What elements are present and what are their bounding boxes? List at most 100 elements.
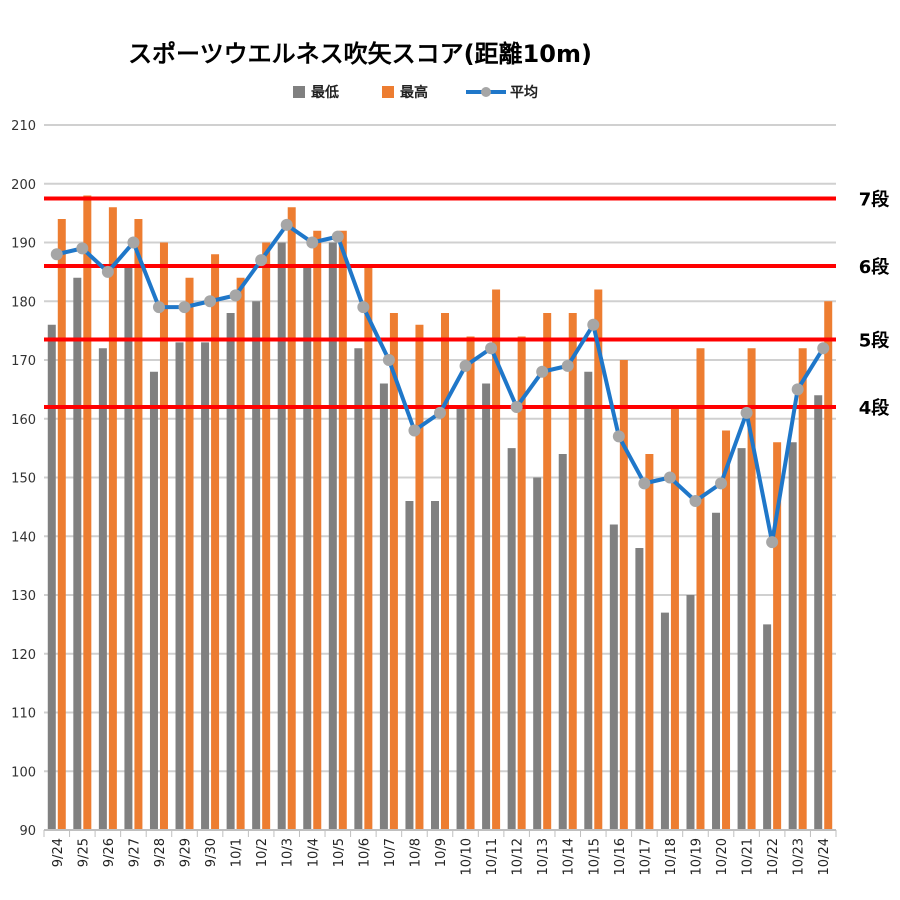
bar-min [431, 501, 439, 830]
x-tick-label: 10/5 [332, 838, 347, 867]
average-point [766, 536, 779, 549]
x-tick-label: 10/6 [357, 838, 372, 867]
y-tick-label: 160 [11, 413, 36, 428]
bar-max [696, 348, 705, 830]
average-point [612, 430, 625, 443]
bar-min [686, 595, 695, 830]
bar-min [303, 266, 312, 830]
bar-max [262, 242, 271, 830]
bar-min [660, 612, 669, 830]
x-tick-label: 9/25 [76, 838, 91, 867]
reference-line-label: 4段 [859, 397, 891, 419]
average-point [638, 477, 651, 490]
y-tick-label: 200 [11, 178, 36, 193]
x-tick-label: 10/1 [230, 838, 245, 867]
bar-min [558, 454, 567, 830]
average-point [689, 495, 702, 507]
x-tick-label: 10/23 [792, 838, 807, 875]
average-point [76, 242, 89, 255]
x-tick-label: 10/20 [715, 838, 730, 875]
average-point [663, 471, 676, 484]
bar-min [73, 277, 82, 830]
bar-max [798, 348, 807, 830]
x-tick-label: 10/22 [766, 838, 781, 875]
x-tick-label: 10/13 [536, 838, 551, 875]
bar-max [108, 207, 117, 830]
x-tick-label: 9/28 [153, 838, 168, 867]
bar-max [313, 230, 322, 830]
average-point [561, 359, 574, 372]
bar-max [568, 313, 577, 830]
bar-max [134, 219, 143, 830]
y-tick-label: 150 [11, 472, 36, 487]
bar-min [379, 383, 388, 830]
average-point [485, 342, 498, 355]
bar-max [619, 360, 628, 830]
legend-label-avg: 平均 [510, 84, 538, 101]
bar-min [149, 371, 158, 830]
bar-max [287, 207, 296, 830]
y-tick-label: 120 [11, 648, 36, 663]
average-point [204, 295, 217, 308]
bar-max [389, 313, 398, 830]
average-point [791, 383, 804, 396]
bar-min [737, 448, 746, 830]
x-tick-label: 10/15 [587, 838, 602, 875]
bar-max [415, 324, 424, 830]
bar-max [185, 277, 194, 830]
x-tick-label: 10/10 [460, 838, 475, 875]
x-tick-label: 9/29 [179, 838, 194, 867]
bar-min [712, 512, 721, 830]
x-tick-label: 9/27 [127, 838, 142, 867]
average-series-line [56, 222, 825, 545]
bar-max [466, 336, 475, 830]
average-point [280, 218, 293, 231]
bar-max [159, 242, 168, 830]
x-tick-label: 10/12 [511, 838, 526, 875]
average-point [459, 359, 472, 372]
average-point [50, 248, 63, 261]
average-point [152, 301, 165, 314]
bar-min [252, 301, 261, 830]
bar-min [788, 442, 797, 830]
bar-max [645, 454, 654, 830]
x-tick-label: 10/4 [306, 838, 321, 867]
x-tick-label: 10/19 [689, 838, 704, 875]
bar-max [236, 277, 245, 830]
average-point [255, 254, 268, 267]
legend-swatch-min [293, 86, 305, 98]
average-point [510, 401, 523, 413]
bar-min [201, 342, 210, 830]
reference-line-label: 7段 [859, 188, 891, 210]
x-tick-label: 10/7 [383, 838, 398, 867]
bar-min [98, 348, 107, 830]
bar-max [492, 289, 501, 830]
x-tick-label: 9/30 [204, 838, 219, 867]
average-point [740, 406, 753, 419]
average-point [408, 424, 421, 437]
average-point [229, 289, 242, 302]
y-tick-label: 210 [11, 119, 36, 134]
bar-min [47, 324, 56, 830]
average-point [715, 477, 728, 490]
average-line [50, 218, 830, 549]
average-point [587, 318, 600, 331]
average-point [127, 236, 140, 249]
bar-max [722, 430, 731, 830]
bar-min [763, 624, 772, 830]
reference-line-label: 5段 [859, 329, 891, 351]
bar-min [584, 371, 593, 830]
y-tick-label: 180 [11, 295, 36, 310]
x-tick-label: 10/11 [485, 838, 500, 875]
average-point [331, 230, 344, 243]
bar-min [328, 242, 337, 830]
y-tick-label: 170 [11, 354, 36, 369]
bar-max [364, 266, 373, 830]
bar-min [533, 477, 542, 830]
bar-max [824, 301, 833, 830]
x-tick-label: 10/24 [817, 838, 832, 875]
bar-max [441, 313, 449, 830]
x-tick-label: 10/9 [434, 838, 449, 867]
bar-min [405, 501, 414, 830]
